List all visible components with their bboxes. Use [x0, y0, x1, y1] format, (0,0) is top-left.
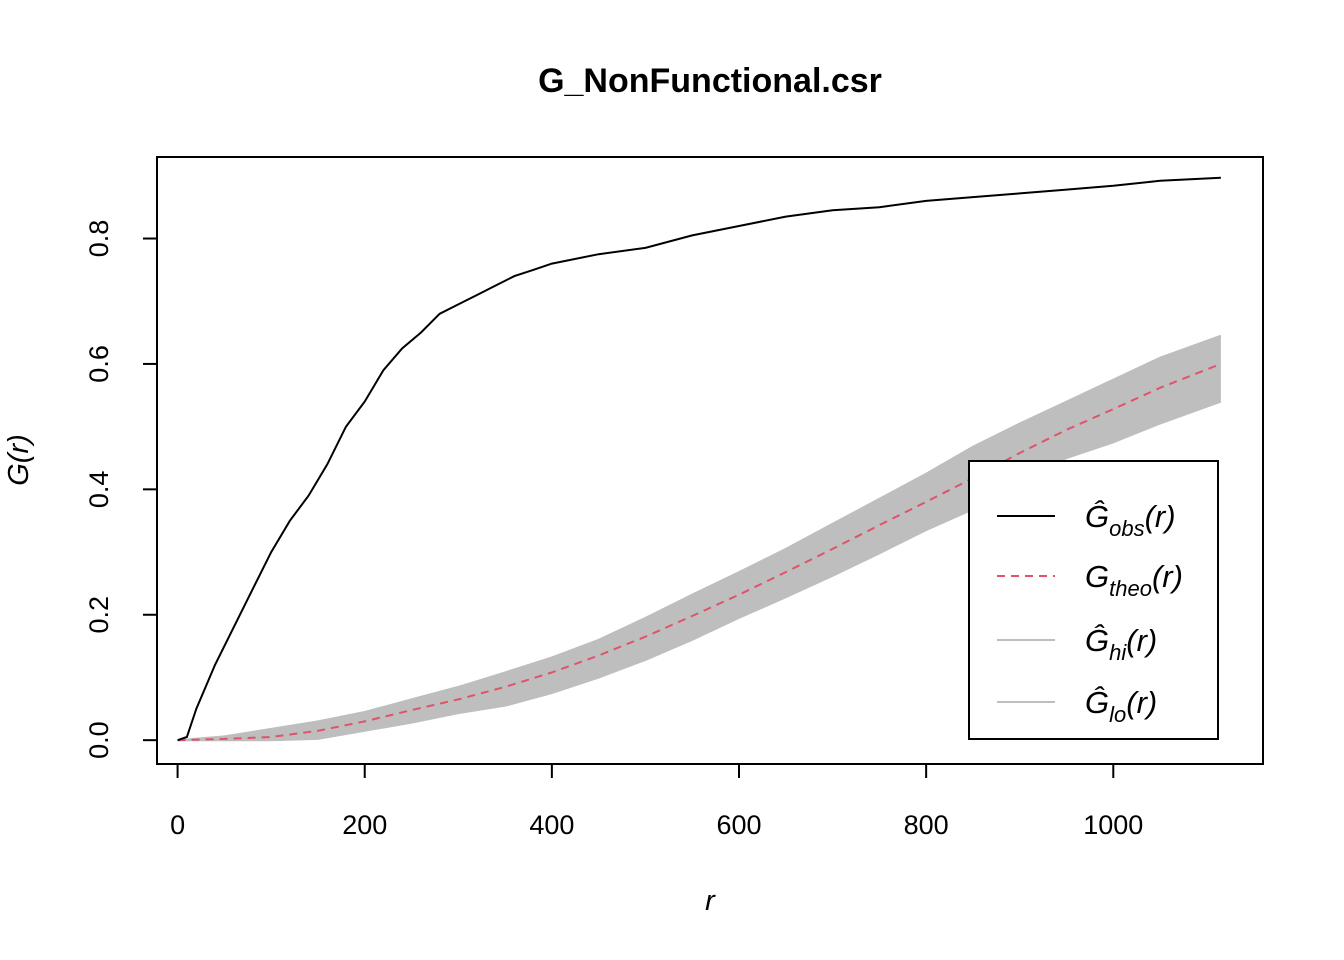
y-tick-label: 0.4 — [84, 471, 114, 509]
legend: Ĝobs(r) Gtheo(r) Ĝhi(r) Ĝlo(r) — [968, 460, 1219, 740]
series-line-theo — [177, 362, 1222, 742]
series-line-obs — [177, 176, 1221, 742]
x-tick-label: 600 — [716, 810, 761, 840]
y-tick-label: 0.0 — [84, 721, 114, 759]
legend-label-theo: Gtheo(r) — [1085, 559, 1183, 601]
x-tick-label: 400 — [529, 810, 574, 840]
y-tick-label: 0.8 — [84, 220, 114, 258]
legend-label-obs: Ĝobs(r) — [1085, 499, 1176, 541]
legend-label-hi: Ĝhi(r) — [1085, 623, 1157, 665]
x-axis-label: r — [705, 885, 716, 917]
series-line-hi — [177, 334, 1222, 742]
y-axis-label: G(r) — [3, 434, 35, 486]
x-tick-label: 0 — [170, 810, 185, 840]
y-tick-label: 0.6 — [84, 345, 114, 383]
chart-title: G_NonFunctional.csr — [538, 62, 882, 100]
legend-box — [968, 460, 1219, 740]
x-tick-label: 200 — [342, 810, 387, 840]
legend-label-lo: Ĝlo(r) — [1085, 685, 1157, 727]
y-tick-label: 0.2 — [84, 596, 114, 634]
y-axis: 0.0 0.2 0.4 0.6 0.8 — [84, 220, 158, 759]
x-axis: 0 200 400 600 800 1000 — [170, 763, 1143, 840]
x-tick-label: 1000 — [1083, 810, 1143, 840]
x-tick-label: 800 — [904, 810, 949, 840]
